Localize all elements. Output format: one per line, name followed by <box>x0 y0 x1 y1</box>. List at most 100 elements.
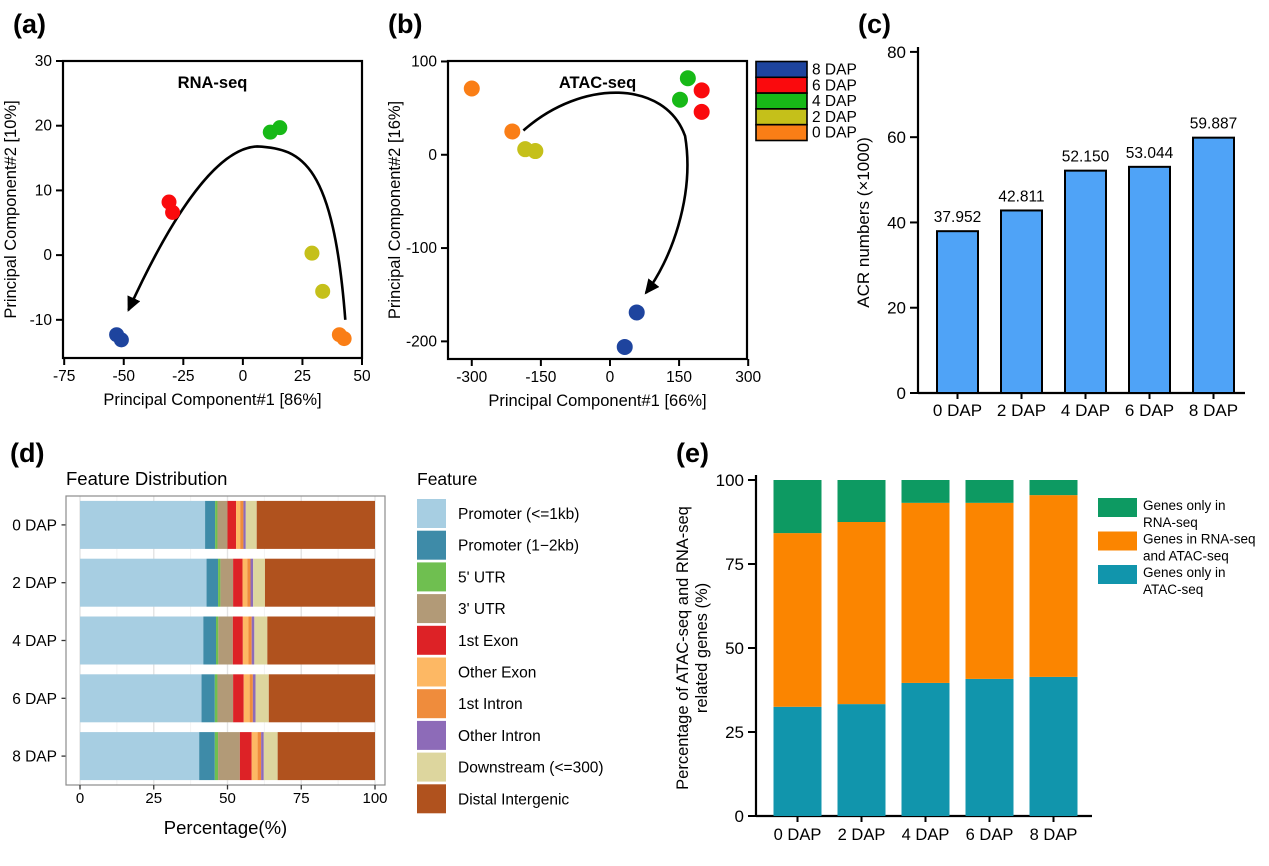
legend-swatch <box>417 720 446 750</box>
bar-segment-downstream-300- <box>254 616 268 665</box>
panel-d: 0 DAP 2 DAP 4 DAP 6 DAP 8 DAP 0 25 50 75 100 Perce… <box>12 468 603 838</box>
y-category-label: 2 DAP <box>12 575 57 592</box>
data-point-4-dap <box>272 120 288 136</box>
stack-segment-genes-only-in-atac-seq <box>965 678 1014 816</box>
y-axis-label: Percentage of ATAC-seq and RNA-seq <box>674 506 692 790</box>
legend-swatch <box>417 499 446 528</box>
x-tick-label: 150 <box>666 369 692 386</box>
bar-segment-distal-intergenic <box>256 500 375 549</box>
y-category-label: 6 DAP <box>12 691 57 708</box>
panel-border <box>65 495 386 786</box>
legend-swatch <box>417 562 446 592</box>
x-tick-label: -25 <box>172 368 194 385</box>
legend-swatch <box>755 76 808 94</box>
bar-segment-1st-exon <box>232 616 243 665</box>
legend-swatch <box>1098 565 1137 584</box>
data-point-2-dap <box>304 245 320 261</box>
bar-segment-downstream-300- <box>263 732 278 781</box>
bar-segment-1st-intron <box>247 558 251 607</box>
y-tick-label: 75 <box>725 555 744 574</box>
y-tick-label: 20 <box>887 299 906 318</box>
stack-segment-genes-in-rna-seq-and-atac-seq <box>1029 495 1078 677</box>
bar-segment-promoter-1-2kb- <box>199 732 215 781</box>
bar-value-label: 37.952 <box>934 209 981 226</box>
plot-title: RNA-seq <box>178 74 248 92</box>
bar-segment-1st-intron <box>240 500 244 549</box>
legend-label: Promoter (<=1kb) <box>458 506 579 523</box>
x-tick-label: 25 <box>145 790 162 807</box>
panel-a: -75 -50 -25 0 25 50 -10 0 10 20 30 Principal Compon… <box>2 53 371 409</box>
panel-label-c: (c) <box>858 9 891 39</box>
legend-label: 5' UTR <box>458 569 506 586</box>
y-tick-label: 0 <box>43 247 52 264</box>
x-category-label: 8 DAP <box>1189 401 1238 420</box>
bar-segment-1st-exon <box>227 500 237 549</box>
bar-segment-other-exon <box>236 500 241 549</box>
trajectory-arrow <box>127 145 347 320</box>
bar-segment-promoter-1kb- <box>80 674 202 723</box>
bar-segment-other-intron <box>252 674 256 723</box>
stack-segment-genes-only-in-rna-seq <box>1029 480 1078 496</box>
x-category-label: 2 DAP <box>997 401 1046 420</box>
y-tick-label: 100 <box>411 53 437 70</box>
legend-label-line1: Genes only in <box>1143 565 1226 580</box>
bar-segment-promoter-1kb- <box>80 558 207 607</box>
x-tick-label: 25 <box>294 368 311 385</box>
y-tick-label: 40 <box>887 213 906 232</box>
bar-segment-3-utr <box>218 616 233 665</box>
y-tick-label: 0 <box>428 147 437 164</box>
panel-label-b: (b) <box>388 9 423 39</box>
y-tick-label: -100 <box>406 240 437 257</box>
data-point-8-dap <box>616 338 633 355</box>
data-point-2-dap <box>315 283 331 299</box>
bar-segment-1st-exon <box>239 732 252 781</box>
bar-segment-1st-intron <box>248 616 252 665</box>
stack-segment-genes-in-rna-seq-and-atac-seq <box>965 502 1014 679</box>
chart-title: Feature Distribution <box>66 468 227 489</box>
x-tick-label: 100 <box>362 790 387 807</box>
bar-segment-downstream-300- <box>253 558 265 607</box>
y-tick-label: 50 <box>725 639 744 658</box>
bar-value-label: 59.887 <box>1190 116 1237 133</box>
bar-4-dap <box>1064 169 1107 394</box>
y-tick-label: 80 <box>887 43 906 62</box>
y-category-label: 0 DAP <box>12 517 57 534</box>
x-category-label: 0 DAP <box>933 401 982 420</box>
bar-segment-promoter-1kb- <box>80 616 204 665</box>
x-tick-label: 50 <box>353 368 371 385</box>
bar-6-dap <box>1128 165 1171 394</box>
data-point-0-dap <box>336 331 352 347</box>
bar-value-label: 53.044 <box>1126 145 1174 162</box>
x-tick-label: 300 <box>735 369 761 386</box>
panel-e: 0 25 50 75 100 Percentage of ATAC-seq and RNA… <box>674 471 1256 844</box>
legend-label-line1: Genes only in <box>1143 498 1226 513</box>
bar-segment-1st-exon <box>233 558 243 607</box>
bar-segment-5-utr <box>214 732 219 781</box>
x-category-label: 0 DAP <box>774 826 822 844</box>
x-tick-label: 75 <box>293 790 310 807</box>
stack-segment-genes-in-rna-seq-and-atac-seq <box>773 533 822 707</box>
bar-segment-promoter-1-2kb- <box>201 674 215 723</box>
legend-swatch <box>755 108 808 126</box>
legend-label: 4 DAP <box>812 93 857 110</box>
stack-segment-genes-only-in-atac-seq <box>773 706 822 816</box>
y-tick-label: -200 <box>406 333 437 350</box>
stack-segment-genes-only-in-atac-seq <box>837 704 886 816</box>
bar-2-dap <box>1000 209 1043 394</box>
legend-label: 8 DAP <box>812 62 857 79</box>
bar-segment-other-intron <box>243 500 246 549</box>
bar-value-label: 42.811 <box>998 188 1044 205</box>
legend-swatch <box>417 689 446 719</box>
bar-segment-other-exon <box>243 674 250 723</box>
legend-swatch <box>417 784 446 814</box>
legend-label: 3' UTR <box>458 601 506 618</box>
data-point-4-dap <box>672 91 689 108</box>
x-tick-label: 0 <box>239 368 248 385</box>
legend-title: Feature <box>417 469 477 489</box>
bar-segment-distal-intergenic <box>277 732 375 781</box>
trajectory-arrow <box>522 91 689 295</box>
bar-segment-5-utr <box>218 558 221 607</box>
bar-segment-promoter-1-2kb- <box>206 558 219 607</box>
